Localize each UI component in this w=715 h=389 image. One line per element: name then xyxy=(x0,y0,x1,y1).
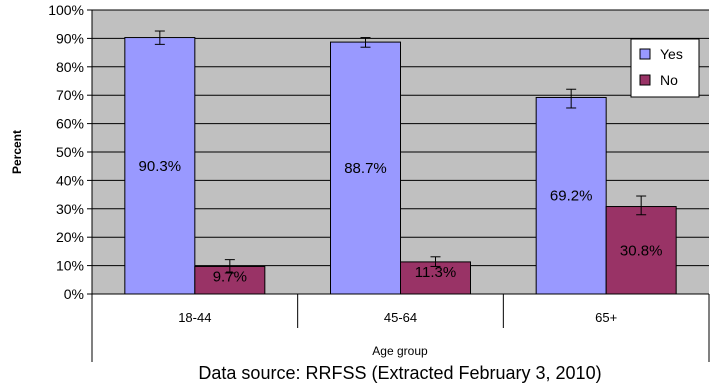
y-tick-label: 20% xyxy=(56,229,84,245)
y-axis-title: Percent xyxy=(10,130,24,174)
y-tick-label: 30% xyxy=(56,201,84,217)
legend-label: No xyxy=(660,72,678,88)
y-tick-label: 40% xyxy=(56,172,84,188)
bar-no-65+ xyxy=(605,206,677,295)
x-axis-title: Age group xyxy=(372,344,428,358)
data-source-note: Data source: RRFSS (Extracted February 3… xyxy=(198,363,601,383)
y-tick-label: 80% xyxy=(56,59,84,75)
legend-swatch xyxy=(639,48,651,60)
y-tick-label: 0% xyxy=(64,286,84,302)
data-label: 88.7% xyxy=(344,160,387,177)
y-tick-label: 50% xyxy=(56,144,84,160)
data-labels: 90.3% 88.7% 69.2% 9.7% 11.3% 30.8% xyxy=(139,158,663,286)
y-tick-label: 60% xyxy=(56,116,84,132)
data-label: 69.2% xyxy=(550,188,593,205)
legend-label: Yes xyxy=(660,46,683,62)
y-axis: 0% 10% 20% 30% 40% 50% 60% 70% 80% 90% 100% xyxy=(48,2,93,302)
y-tick-label: 90% xyxy=(56,30,84,46)
data-label: 90.3% xyxy=(139,158,182,175)
category-label: 45-64 xyxy=(384,310,417,325)
data-label: 9.7% xyxy=(213,268,247,285)
bar-yes-45-64 xyxy=(330,41,401,295)
y-tick-label: 70% xyxy=(56,87,84,103)
data-label: 11.3% xyxy=(415,264,456,281)
bar-yes-65+ xyxy=(535,96,607,295)
y-tick-label: 10% xyxy=(56,258,84,274)
category-label: 65+ xyxy=(595,310,617,325)
legend-swatch xyxy=(639,74,651,86)
y-tick-label: 100% xyxy=(48,2,84,18)
legend: Yes No xyxy=(630,38,700,98)
error-bars xyxy=(154,30,647,274)
data-label: 30.8% xyxy=(620,242,663,259)
category-label: 18-44 xyxy=(178,310,211,325)
